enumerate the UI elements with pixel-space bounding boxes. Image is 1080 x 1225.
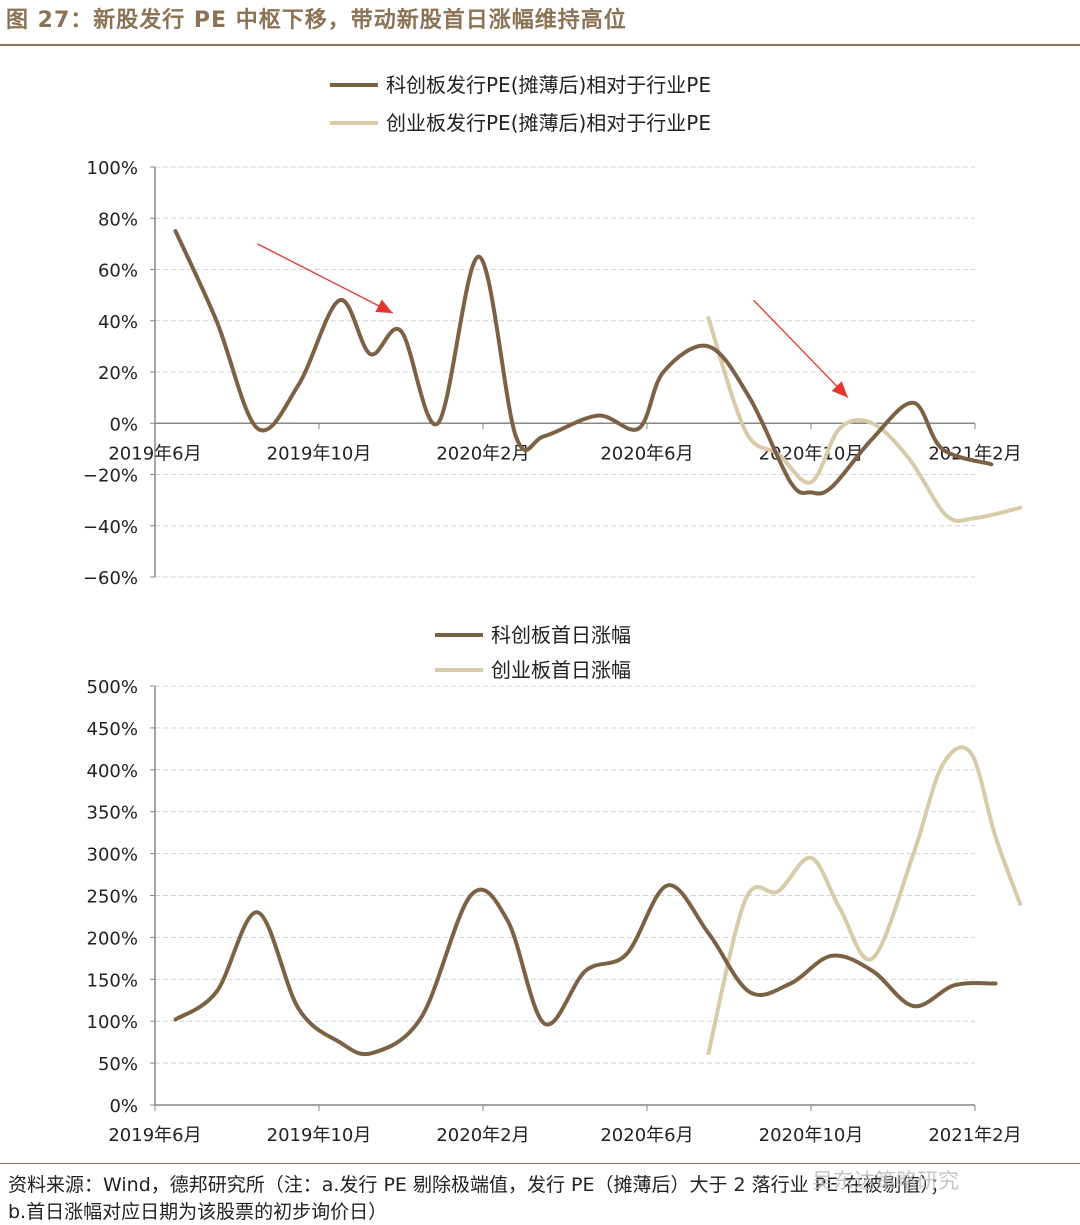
source-footnote-line2: b.首日涨幅对应日期为该股票的初步询价日）: [8, 1201, 388, 1223]
title-rule: [0, 44, 1080, 46]
y-tick-label: 400%: [87, 761, 138, 782]
series-line-1: [173, 229, 994, 496]
legend-label-2: 创业板首日涨幅: [491, 658, 631, 682]
y-tick-label: 0%: [109, 414, 138, 435]
source-footnote-line1: 资料来源：Wind，德邦研究所（注：a.发行 PE 剔除极端值，发行 PE（摊薄…: [8, 1174, 949, 1196]
y-tick-label: −60%: [83, 568, 138, 589]
trend-arrow-head: [375, 299, 393, 314]
trend-arrow-line: [257, 243, 394, 314]
y-tick-label: 350%: [87, 803, 138, 824]
x-tick-label: 2020年6月: [600, 443, 693, 464]
y-tick-label: 300%: [87, 845, 138, 866]
y-tick-label: 80%: [98, 209, 138, 230]
x-tick-label: 2020年2月: [436, 443, 529, 464]
watermark: 吴东达策略研究: [812, 1169, 959, 1193]
y-tick-label: 250%: [87, 887, 138, 908]
y-tick-label: −40%: [83, 517, 138, 538]
pe-ratio-chart: 科创板发行PE(摊薄后)相对于行业PE 创业板发行PE(摊薄后)相对于行业PE −6…: [83, 73, 1023, 589]
x-tick-label: 2019年10月: [267, 443, 372, 464]
x-tick-label: 2019年6月: [108, 443, 201, 464]
y-tick-label: 450%: [87, 719, 138, 740]
footnote-rule: [0, 1163, 1080, 1164]
y-tick-label: 40%: [98, 312, 138, 333]
y-tick-label: 100%: [87, 158, 138, 179]
x-tick-label: 2019年6月: [108, 1125, 201, 1146]
series-line-1: [173, 883, 998, 1057]
x-tick-label: 2021年2月: [928, 1125, 1021, 1146]
trend-arrow-head: [831, 381, 848, 398]
trend-arrow-line: [753, 299, 849, 399]
y-tick-label: 100%: [87, 1012, 138, 1033]
x-tick-label: 2020年2月: [436, 1125, 529, 1146]
x-tick-label: 2020年10月: [759, 1125, 864, 1146]
series-line-2: [706, 316, 1023, 523]
y-tick-label: 500%: [87, 677, 138, 698]
x-tick-label: 2019年10月: [267, 1125, 372, 1146]
y-tick-label: 60%: [98, 261, 138, 282]
y-tick-label: 0%: [109, 1096, 138, 1117]
series-line-2: [706, 745, 1023, 1055]
y-tick-label: −20%: [83, 466, 138, 487]
x-tick-label: 2021年2月: [928, 443, 1021, 464]
legend-label-2: 创业板发行PE(摊薄后)相对于行业PE: [386, 111, 711, 135]
y-tick-label: 150%: [87, 970, 138, 991]
figure-title: 图 27：新股发行 PE 中枢下移，带动新股首日涨幅维持高位: [6, 8, 627, 33]
y-tick-label: 50%: [98, 1054, 138, 1075]
y-tick-label: 20%: [98, 363, 138, 384]
y-tick-label: 200%: [87, 928, 138, 949]
legend-label-1: 科创板首日涨幅: [491, 623, 631, 647]
x-tick-label: 2020年6月: [600, 1125, 693, 1146]
legend-label-1: 科创板发行PE(摊薄后)相对于行业PE: [386, 73, 711, 97]
